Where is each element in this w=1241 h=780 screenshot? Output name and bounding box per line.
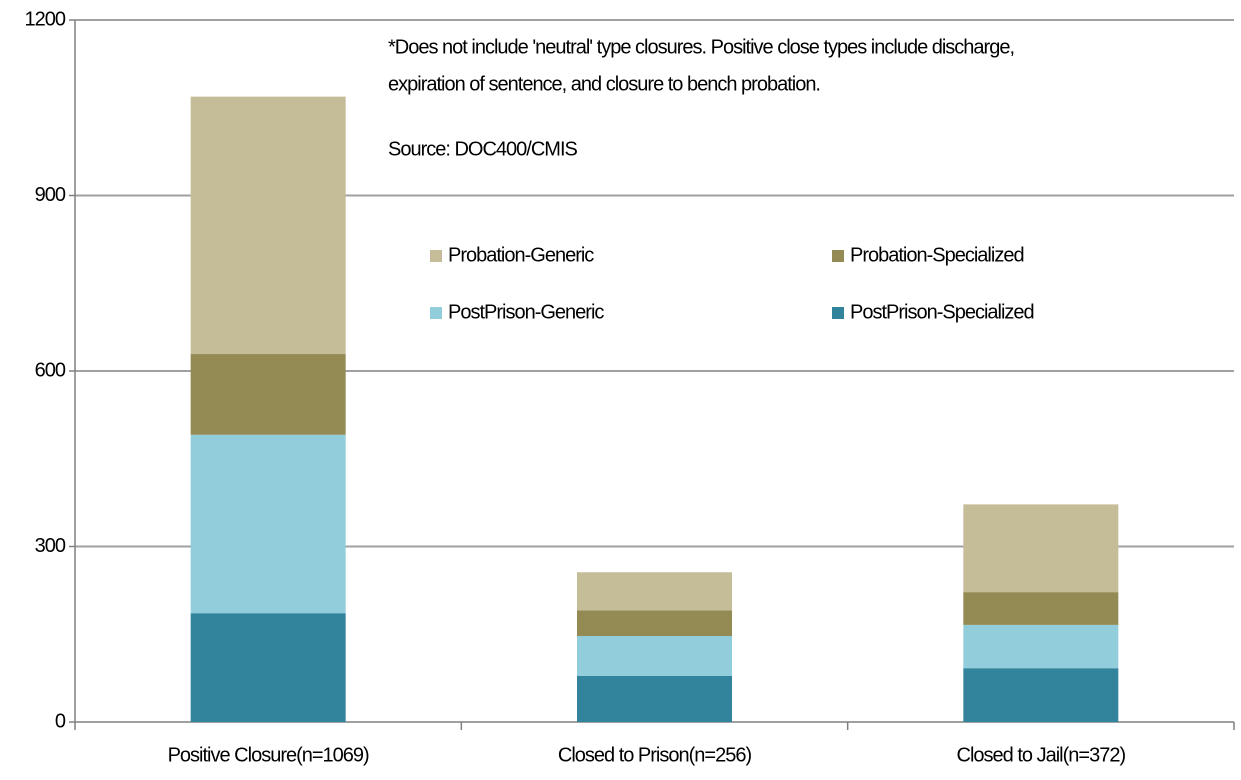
bar-segment	[577, 610, 732, 637]
legend-swatch	[832, 250, 844, 262]
legend-label: PostPrison-Specialized	[850, 301, 1034, 323]
x-tick-label: Positive Closure(n=1069)	[168, 744, 369, 766]
annotation: Source: DOC400/CMIS	[388, 138, 578, 160]
y-tick-label: 900	[35, 184, 66, 206]
annotation: expiration of sentence, and closure to b…	[388, 73, 820, 95]
y-tick-label: 1200	[25, 8, 66, 30]
legend-swatch	[832, 307, 844, 319]
legend-label: Probation-Specialized	[850, 244, 1024, 266]
bar-segment	[963, 668, 1119, 722]
x-tick-label: Closed to Jail(n=372)	[957, 744, 1126, 766]
y-tick-label: 0	[55, 710, 66, 732]
bar-segment	[577, 675, 732, 722]
bar-segment	[190, 613, 346, 722]
y-tick-label: 300	[35, 535, 66, 557]
bar-segment	[577, 636, 732, 676]
bar-segment	[190, 354, 346, 435]
bar-segment	[577, 572, 732, 611]
legend-swatch	[430, 307, 442, 319]
bar-segment	[190, 96, 346, 355]
legend-label: PostPrison-Generic	[448, 301, 604, 323]
bar-segment	[190, 434, 346, 614]
annotation: *Does not include 'neutral' type closure…	[388, 36, 1014, 58]
bar-segment	[963, 592, 1119, 625]
bar-segment	[963, 504, 1119, 593]
y-tick-label: 600	[35, 359, 66, 381]
x-tick-label: Closed to Prison(n=256)	[558, 744, 752, 766]
legend-label: Probation-Generic	[448, 244, 594, 266]
bar-segment	[963, 624, 1119, 669]
legend-swatch	[430, 250, 442, 262]
